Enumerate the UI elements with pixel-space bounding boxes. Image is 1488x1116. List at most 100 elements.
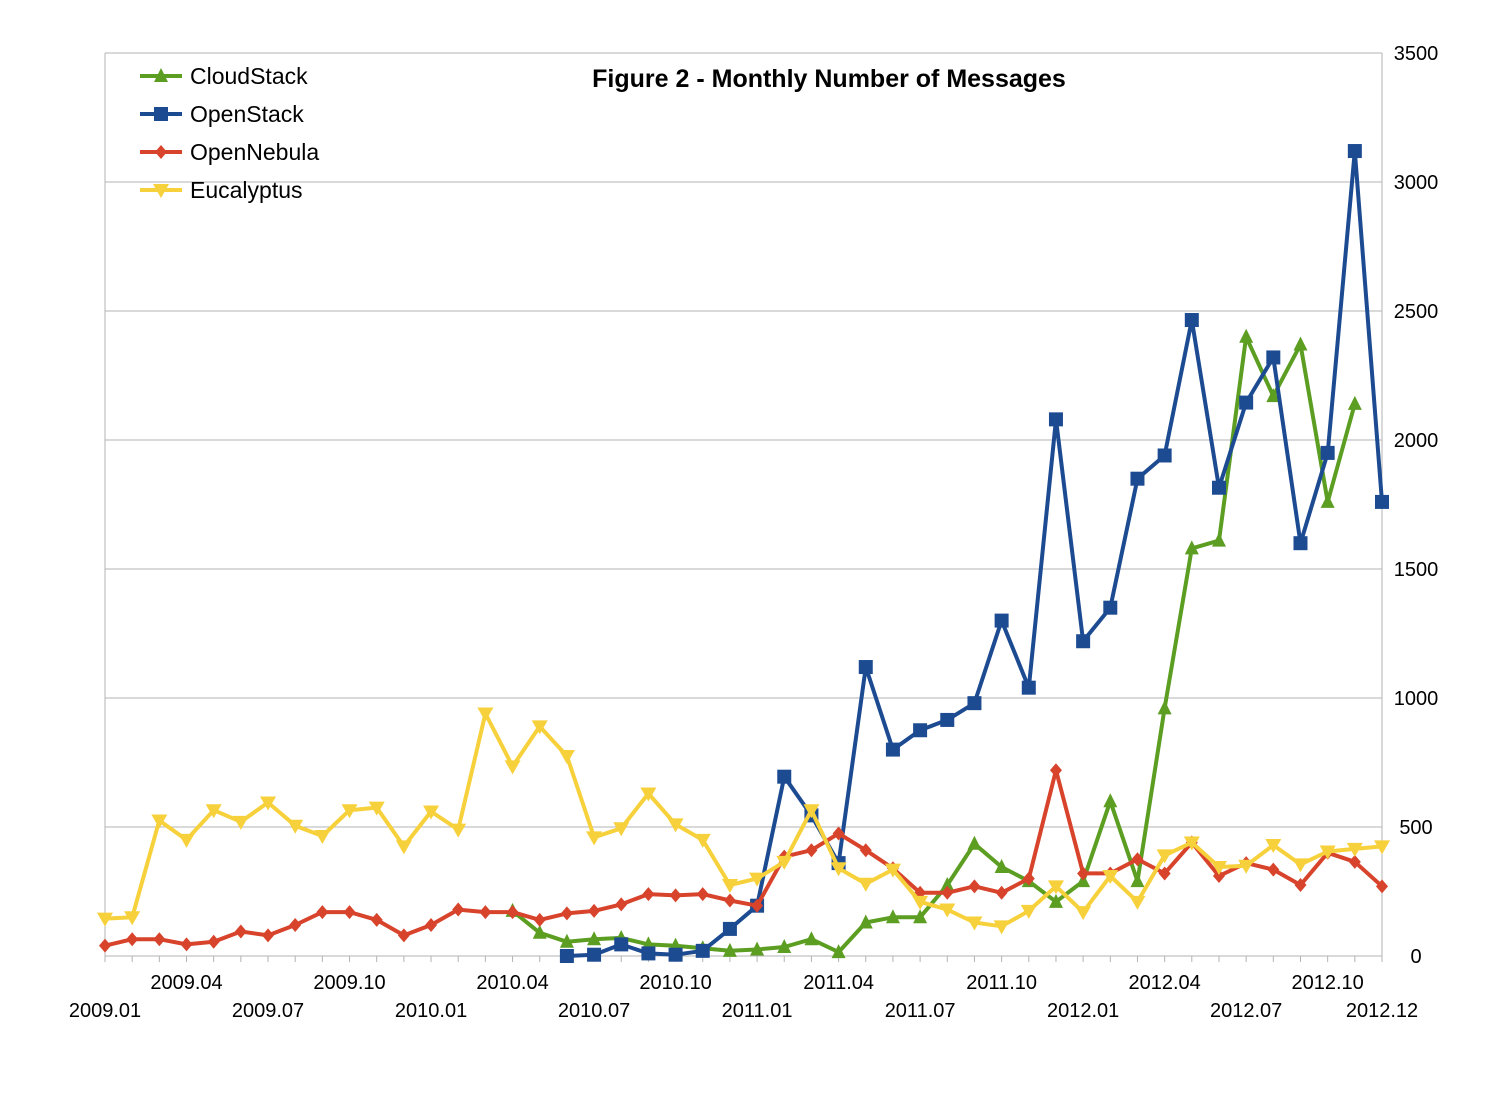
eucalyptus-point bbox=[613, 822, 630, 837]
openstack-point bbox=[940, 712, 955, 727]
eucalyptus-point bbox=[857, 877, 874, 892]
opennebula-point bbox=[642, 887, 655, 902]
legend-label: OpenStack bbox=[190, 101, 304, 127]
series-layer bbox=[97, 144, 1390, 963]
x-tick-label: 2010.01 bbox=[395, 1000, 467, 1022]
legend-item-eucalyptus: Eucalyptus bbox=[140, 177, 303, 203]
cloudstack-point bbox=[967, 835, 982, 850]
cloudstack-point bbox=[587, 931, 602, 946]
cloudstack-point bbox=[559, 933, 574, 948]
legend-label: OpenNebula bbox=[190, 139, 319, 165]
openstack-point bbox=[1239, 395, 1254, 410]
eucalyptus-point bbox=[450, 823, 467, 838]
opennebula-point bbox=[1131, 852, 1144, 867]
x-tick-label: 2009.10 bbox=[313, 972, 385, 994]
opennebula-point bbox=[560, 906, 573, 921]
legend-cloudstack-marker-icon bbox=[154, 68, 168, 82]
eucalyptus-point bbox=[993, 920, 1010, 935]
eucalyptus-point bbox=[178, 833, 195, 848]
cloudstack-point bbox=[885, 909, 900, 924]
openstack-point bbox=[777, 769, 792, 784]
x-tick-label: 2009.07 bbox=[232, 1000, 304, 1022]
legend-opennebula-marker-icon bbox=[155, 145, 167, 159]
eucalyptus-point bbox=[368, 801, 385, 816]
eucalyptus-point bbox=[531, 720, 548, 735]
legend-item-openstack: OpenStack bbox=[140, 101, 304, 127]
y-tick-label: 1500 bbox=[1394, 559, 1439, 581]
opennebula-point bbox=[180, 937, 193, 952]
cloudstack-point bbox=[913, 909, 928, 924]
eucalyptus-point bbox=[1020, 904, 1037, 919]
legend-label: Eucalyptus bbox=[190, 177, 303, 203]
x-tick-label: 2012.07 bbox=[1210, 1000, 1282, 1022]
eucalyptus-point bbox=[721, 879, 738, 894]
eucalyptus-point bbox=[640, 787, 657, 802]
eucalyptus-point bbox=[1374, 840, 1390, 855]
opennebula-line bbox=[104, 768, 1384, 948]
cloudstack-point bbox=[1157, 700, 1172, 715]
opennebula-point bbox=[506, 905, 519, 920]
cloudstack-point bbox=[1211, 532, 1226, 547]
openstack-point bbox=[641, 946, 656, 961]
y-tick-label: 3000 bbox=[1394, 172, 1439, 194]
opennebula-point bbox=[1294, 878, 1307, 893]
opennebula-point bbox=[859, 843, 872, 858]
opennebula-point bbox=[1022, 871, 1035, 886]
y-tick-label: 2000 bbox=[1394, 430, 1439, 452]
openstack-point bbox=[994, 613, 1009, 628]
openstack-point bbox=[1320, 445, 1335, 460]
cloudstack-point bbox=[1130, 873, 1145, 888]
cloudstack-point bbox=[858, 914, 873, 929]
opennebula-point bbox=[397, 928, 410, 943]
eucalyptus-point bbox=[232, 815, 249, 830]
cloudstack-point bbox=[831, 944, 846, 959]
eucalyptus-point bbox=[1346, 842, 1363, 857]
openstack-point bbox=[1347, 144, 1362, 159]
opennebula-point bbox=[968, 879, 981, 894]
opennebula-point bbox=[452, 902, 465, 917]
x-tick-label: 2009.04 bbox=[150, 972, 222, 994]
opennebula-point bbox=[995, 885, 1008, 900]
x-tick-label: 2012.01 bbox=[1047, 1000, 1119, 1022]
eucalyptus-point bbox=[558, 750, 575, 765]
openstack-point bbox=[695, 943, 710, 958]
x-tick-label: 2010.04 bbox=[476, 972, 548, 994]
openstack-point bbox=[1293, 536, 1308, 551]
y-tick-label: 0 bbox=[1410, 946, 1421, 968]
cloudstack-point bbox=[994, 858, 1009, 873]
eucalyptus-point bbox=[1292, 858, 1309, 873]
opennebula-point bbox=[805, 843, 818, 858]
opennebula-point bbox=[262, 928, 275, 943]
openstack-point bbox=[1157, 448, 1172, 463]
legend-label: CloudStack bbox=[190, 63, 308, 89]
eucalyptus-point bbox=[884, 863, 901, 878]
opennebula-point bbox=[343, 905, 356, 920]
x-axis-ticks: 2009.01 2009.04 2009.07 2009.10 2010.01 2010.… bbox=[69, 972, 1418, 1022]
eucalyptus-point bbox=[1319, 845, 1336, 860]
x-tick-label: 2011.01 bbox=[722, 1000, 793, 1022]
cloudstack-point bbox=[1293, 336, 1308, 351]
openstack-point bbox=[1076, 634, 1091, 649]
cloudstack-point bbox=[1103, 793, 1118, 808]
opennebula-point bbox=[425, 918, 438, 933]
eucalyptus-point bbox=[939, 903, 956, 918]
openstack-point bbox=[587, 947, 602, 962]
x-tick-label: 2012.10 bbox=[1292, 972, 1364, 994]
eucalyptus-point bbox=[749, 872, 766, 887]
openstack-point bbox=[1021, 680, 1036, 695]
opennebula-point bbox=[832, 826, 845, 841]
eucalyptus-point bbox=[694, 833, 711, 848]
openstack-point bbox=[858, 660, 873, 675]
cloudstack-point bbox=[1320, 493, 1335, 508]
cloudstack-point bbox=[750, 941, 765, 956]
openstack-point bbox=[913, 723, 928, 738]
y-tick-label: 1000 bbox=[1394, 688, 1439, 710]
opennebula-point bbox=[1376, 879, 1388, 894]
eucalyptus-point bbox=[830, 862, 847, 877]
eucalyptus-point bbox=[341, 804, 358, 819]
legend-eucalyptus-marker-icon bbox=[153, 184, 169, 198]
x-tick-label: 2011.10 bbox=[966, 972, 1037, 994]
opennebula-point bbox=[751, 898, 764, 913]
opennebula-point bbox=[941, 885, 954, 900]
opennebula-point bbox=[479, 905, 492, 920]
